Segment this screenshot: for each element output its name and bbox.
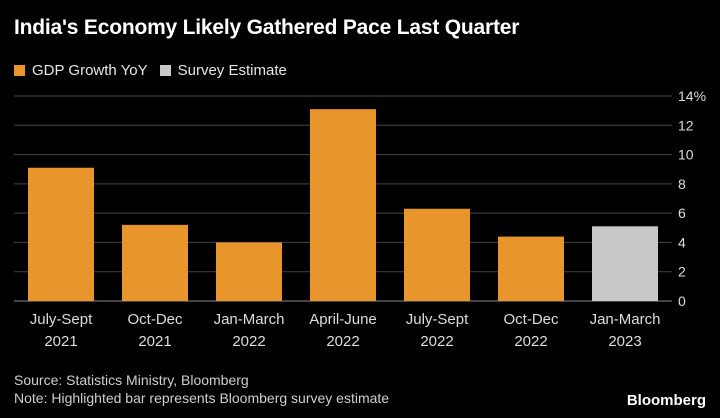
bar-gdp — [310, 109, 376, 301]
x-tick-label-year: 2023 — [608, 333, 641, 350]
chart-title: India's Economy Likely Gathered Pace Las… — [14, 16, 520, 39]
x-tick-label: Jan-March — [590, 311, 661, 328]
x-tick-label: Oct-Dec — [503, 311, 559, 328]
x-tick-label: July-Sept — [406, 311, 469, 328]
y-tick-label: 8 — [678, 176, 686, 192]
source-text: Source: Statistics Ministry, Bloomberg — [14, 372, 249, 388]
y-tick-label: 0 — [678, 293, 686, 309]
note-text: Note: Highlighted bar represents Bloombe… — [14, 390, 390, 406]
x-tick-label-year: 2022 — [420, 333, 453, 350]
legend-swatch-survey — [159, 65, 171, 76]
legend-item-gdp: GDP Growth YoY — [14, 62, 148, 79]
bar-gdp — [216, 242, 282, 301]
x-tick-label: July-Sept — [30, 311, 93, 328]
bar-gdp — [404, 208, 470, 301]
legend-swatch-gdp — [14, 65, 25, 76]
legend-label-gdp: GDP Growth YoY — [32, 62, 148, 79]
chart-footer: Source: Statistics Ministry, Bloomberg N… — [14, 371, 389, 407]
legend-label-survey: Survey Estimate — [177, 62, 287, 79]
x-tick-label: April-June — [309, 311, 377, 328]
bar-gdp — [122, 224, 188, 301]
bar-gdp — [498, 236, 564, 301]
chart-legend: GDP Growth YoY Survey Estimate — [14, 62, 299, 79]
x-tick-label-year: 2022 — [232, 333, 265, 350]
bar-chart: 0 2 4 6 8 10 12 14% July-Sept 2021 Oct-Dec 2021 Jan-… — [14, 88, 706, 350]
legend-item-survey: Survey Estimate — [159, 62, 287, 79]
y-tick-label: 10 — [678, 147, 694, 163]
x-tick-label-year: 2021 — [44, 333, 77, 350]
bloomberg-logo: Bloomberg — [626, 392, 706, 409]
x-tick-label-year: 2022 — [514, 333, 547, 350]
x-tick-label-year: 2021 — [138, 333, 171, 350]
bar-gdp — [28, 167, 94, 301]
y-tick-label: 6 — [678, 205, 686, 221]
y-tick-label: 12 — [678, 117, 694, 133]
y-tick-label: 14% — [678, 88, 706, 104]
bar-survey — [592, 226, 658, 301]
x-tick-label: Oct-Dec — [127, 311, 183, 328]
x-tick-label-year: 2022 — [326, 333, 359, 350]
y-tick-label: 4 — [678, 234, 686, 250]
x-tick-label: Jan-March — [214, 311, 285, 328]
y-tick-label: 2 — [678, 264, 686, 280]
